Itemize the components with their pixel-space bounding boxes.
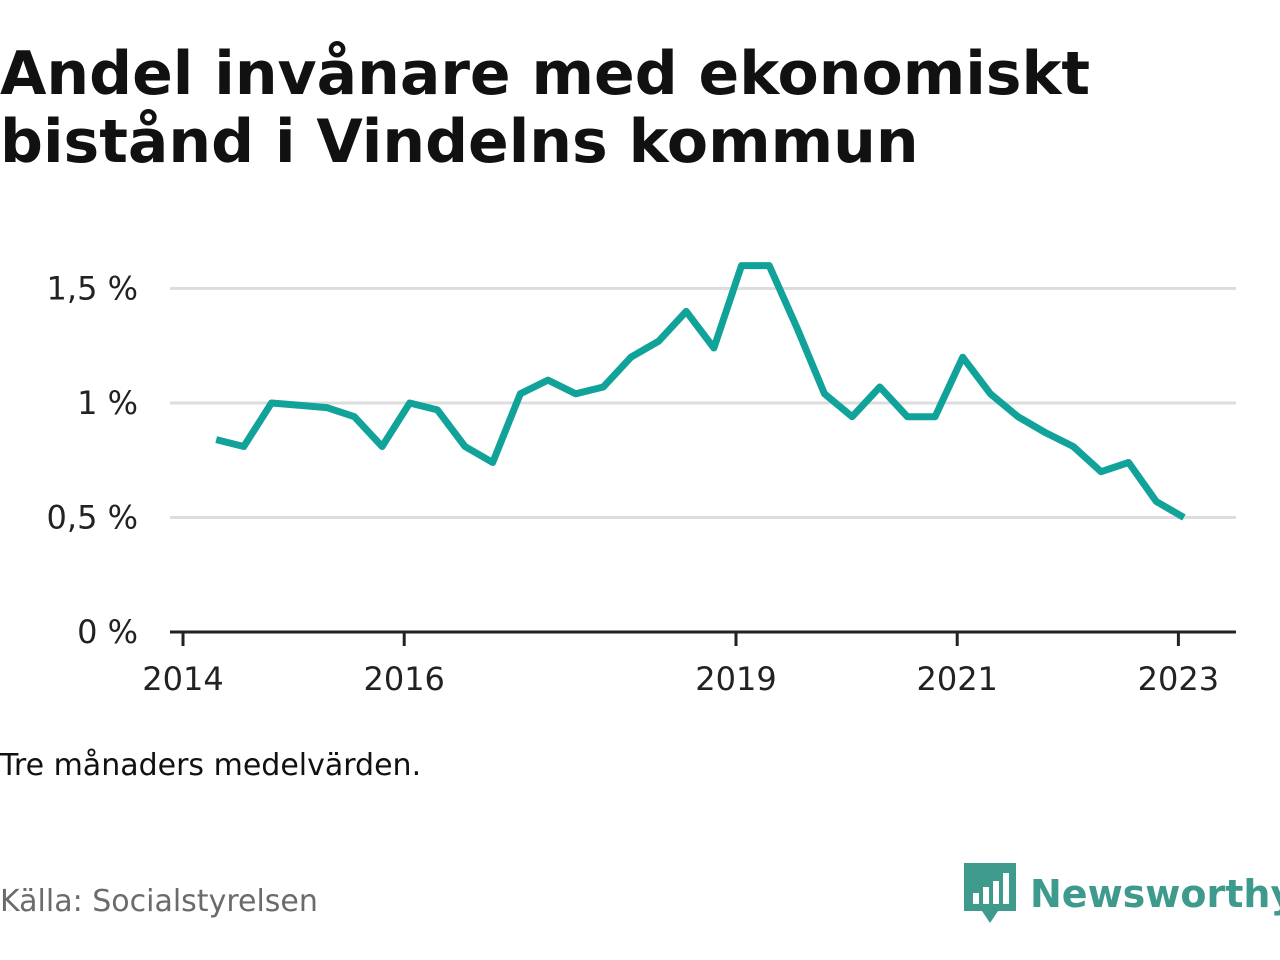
series-layer: [215, 262, 1186, 521]
newsworthy-logo: Newsworthy: [964, 863, 1280, 925]
x-tick-label: 2014: [142, 660, 223, 698]
y-tick-label: 1,5 %: [47, 270, 138, 308]
x-tick-label: 2019: [695, 660, 776, 698]
bar-chart-icon: [964, 863, 1016, 923]
source-credit: Källa: Socialstyrelsen: [0, 884, 318, 919]
y-tick-label: 1 %: [77, 384, 138, 422]
x-axis: 2014 2016 2019 2021 2023: [142, 630, 1236, 698]
y-tick-label: 0 %: [77, 613, 138, 651]
x-tick-label: 2016: [363, 660, 444, 698]
y-axis-tick-labels: 0 % 0,5 % 1 % 1,5 %: [47, 270, 138, 652]
brand-name: Newsworthy: [1030, 872, 1280, 916]
chart-title: Andel invånare med ekonomiskt bistånd i …: [0, 39, 1091, 177]
x-tick-label: 2023: [1138, 660, 1219, 698]
grid-lines: [170, 287, 1236, 519]
y-tick-label: 0,5 %: [47, 499, 138, 537]
series-line: [215, 262, 1186, 521]
chart-note: Tre månaders medelvärden.: [0, 748, 422, 783]
x-tick-label: 2021: [916, 660, 997, 698]
